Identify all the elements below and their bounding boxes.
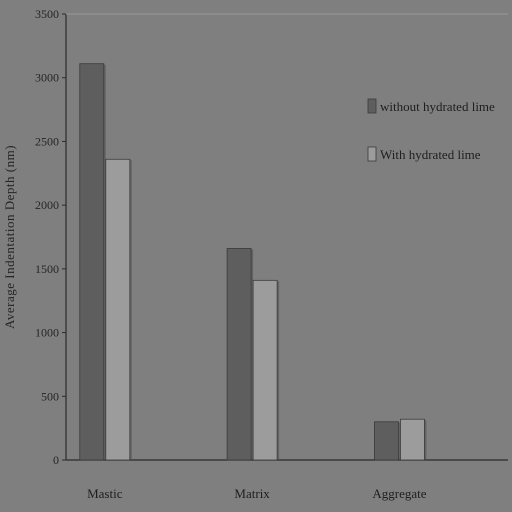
- bar-matrix-series-1: [226, 248, 252, 461]
- legend-label-2: With hydrated lime: [380, 147, 481, 162]
- legend-swatch-2: [367, 146, 377, 162]
- y-tick-label: 3500: [35, 7, 59, 21]
- legend-swatch-1: [367, 98, 377, 114]
- legend-label-1: without hydrated lime: [380, 99, 495, 114]
- y-tick-label: 0: [53, 453, 59, 467]
- y-tick-label: 2000: [35, 198, 59, 212]
- y-tick-label: 1000: [35, 326, 59, 340]
- bar-aggregate-series-2: [400, 418, 425, 461]
- y-tick-label: 3000: [35, 71, 59, 85]
- bar-aggregate-series-1: [374, 421, 399, 461]
- plot-area: 0 500 1000 1500 2000 2500 3000 3500 Average Inde…: [2, 7, 508, 501]
- y-axis-title: Average Indentation Depth (nm): [2, 145, 17, 329]
- x-category-label: Matrix: [234, 486, 270, 501]
- bar-mastic-series-1: [79, 63, 105, 461]
- x-category-label: Aggregate: [372, 486, 426, 501]
- y-tick-label: 2500: [35, 134, 59, 148]
- bar-mastic-series-2: [105, 158, 131, 461]
- bar-matrix-series-2: [252, 279, 278, 461]
- x-category-label: Mastic: [87, 486, 123, 501]
- y-tick-label: 500: [41, 389, 59, 403]
- y-tick-label: 1500: [35, 262, 59, 276]
